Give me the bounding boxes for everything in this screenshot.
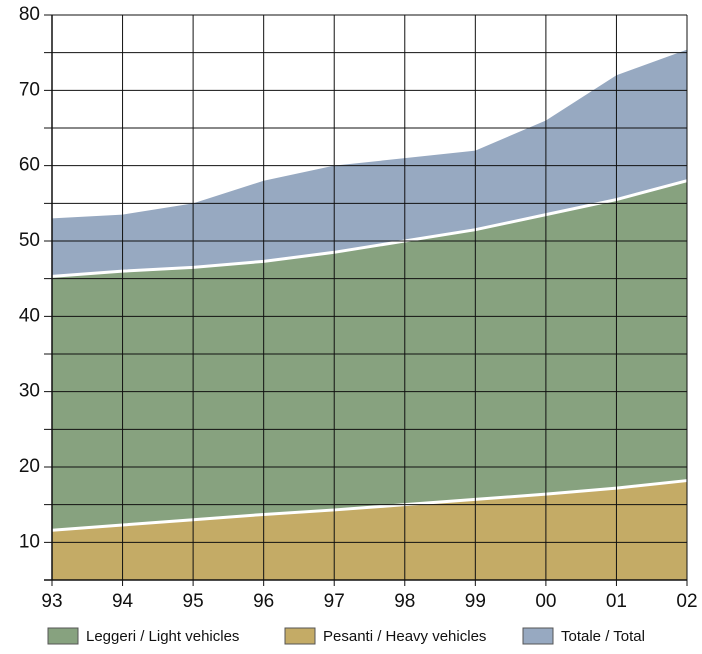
y-tick-label: 20 bbox=[19, 456, 40, 477]
x-tick-label: 93 bbox=[41, 591, 62, 612]
legend-label: Leggeri / Light vehicles bbox=[86, 628, 239, 645]
x-tick-label: 96 bbox=[253, 591, 274, 612]
area-total bbox=[52, 49, 687, 277]
legend-swatch bbox=[284, 627, 316, 645]
legend-swatch bbox=[47, 627, 79, 645]
x-tick-label: 94 bbox=[112, 591, 134, 612]
x-tick-label: 02 bbox=[676, 591, 697, 612]
y-tick-label: 10 bbox=[19, 531, 40, 552]
y-tick-label: 60 bbox=[19, 155, 40, 176]
x-tick-label: 00 bbox=[535, 591, 556, 612]
y-tick-label: 50 bbox=[19, 230, 40, 251]
x-tick-label: 01 bbox=[606, 591, 627, 612]
x-tick-label: 99 bbox=[465, 591, 486, 612]
y-tick-label: 40 bbox=[19, 305, 40, 326]
legend-swatch bbox=[522, 627, 554, 645]
area-heavy bbox=[52, 480, 687, 580]
area-edge bbox=[51, 179, 688, 278]
x-tick-label: 95 bbox=[183, 591, 204, 612]
legend-label: Pesanti / Heavy vehicles bbox=[323, 628, 486, 645]
area-edge bbox=[51, 479, 688, 532]
x-tick-label: 97 bbox=[324, 591, 345, 612]
y-tick-label: 70 bbox=[19, 79, 40, 100]
legend-label: Totale / Total bbox=[561, 628, 645, 645]
x-tick-label: 98 bbox=[394, 591, 415, 612]
y-tick-label: 30 bbox=[19, 381, 40, 402]
y-tick-label: 80 bbox=[19, 4, 40, 25]
area-light bbox=[52, 180, 687, 531]
